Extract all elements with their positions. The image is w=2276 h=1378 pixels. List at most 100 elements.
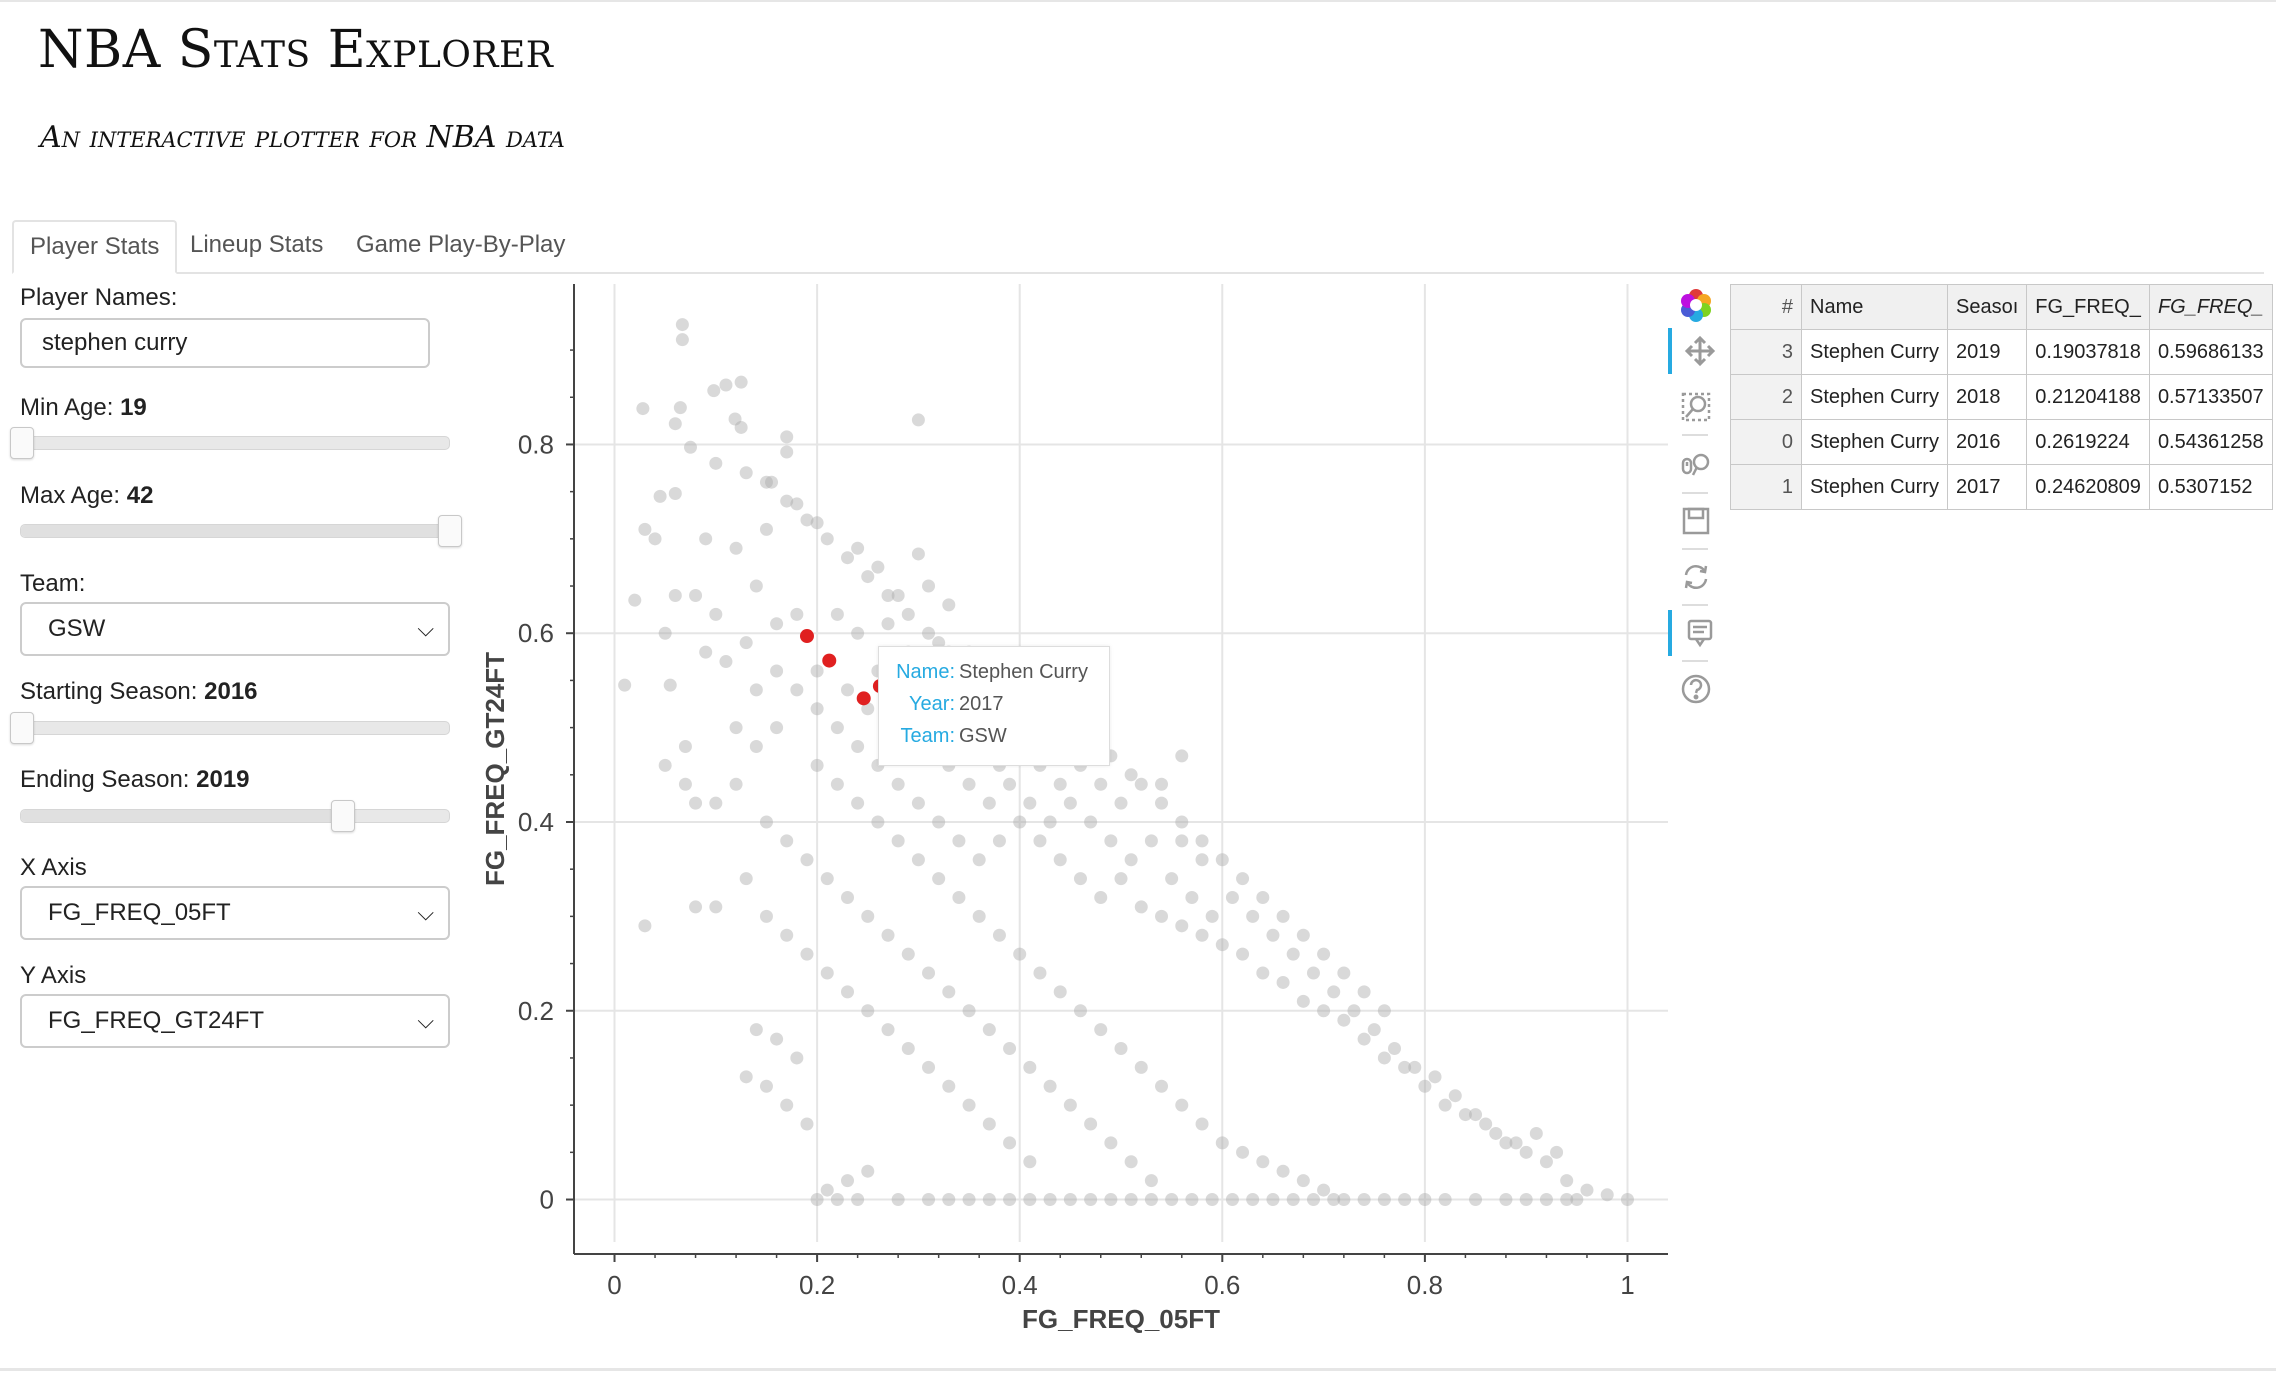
col-name-header[interactable]: Name [1801,284,1948,330]
highlighted-point[interactable] [856,691,871,706]
toolbar-divider [1682,492,1708,494]
data-point [638,522,652,536]
ending-season-slider-fill [21,810,342,822]
bokeh-logo-icon[interactable] [1668,282,1724,328]
table-row[interactable]: 3 Stephen Curry 2019 0.19037818 0.596861… [1730,329,2273,375]
hover-icon[interactable] [1668,610,1728,656]
tab-lineup-stats[interactable]: Lineup Stats [190,231,324,258]
data-point [1236,1145,1250,1159]
col-fg-freq-05ft-header[interactable]: FG_FREQ_ [2026,284,2150,330]
tooltip-year-key: Year: [909,693,955,715]
y-axis-select[interactable]: FG_FREQ_GT24FT ⌵ [20,994,450,1048]
starting-season-slider[interactable] [10,712,450,744]
data-point [1539,1193,1553,1207]
cell-fg-freq-gt24ft: 0.5307152 [2148,464,2273,510]
y-axis-ticks: 0 0.2 0.4 0.6 0.8 [518,349,574,1215]
data-point [1063,796,1077,810]
x-tick-label: 1 [1620,1270,1634,1300]
data-point [881,928,895,942]
data-point [1104,1136,1118,1150]
data-point [759,475,773,489]
min-age-slider[interactable] [10,427,450,459]
cell-season: 2016 [1946,419,2028,465]
data-point [1205,1193,1219,1207]
data-point [1073,872,1087,886]
table-row[interactable]: 0 Stephen Curry 2016 0.2619224 0.5436125… [1730,419,2273,465]
data-point [648,532,662,546]
data-point [729,541,743,555]
max-age-label: Max Age: 42 [20,482,153,510]
data-point [790,683,804,697]
data-point [1570,1193,1584,1207]
min-age-slider-handle[interactable] [10,427,34,459]
data-point [982,796,996,810]
highlighted-point[interactable] [799,629,814,644]
data-point [820,532,834,546]
data-point [1023,1193,1037,1207]
highlighted-point[interactable] [822,653,837,668]
data-point [739,466,753,480]
data-point [728,412,742,426]
x-tick-label: 0.4 [1002,1270,1038,1300]
data-point [1438,1098,1452,1112]
reset-icon[interactable] [1668,554,1724,600]
data-point [1469,1193,1483,1207]
table-row[interactable]: 2 Stephen Curry 2018 0.21204188 0.571335… [1730,374,2273,420]
data-point [1519,1193,1533,1207]
data-point [1124,1193,1138,1207]
data-point [932,636,946,650]
col-index-header[interactable]: # [1730,284,1802,330]
data-point [1155,909,1169,923]
pan-icon[interactable] [1668,328,1728,374]
data-point [1155,777,1169,791]
max-age-slider[interactable] [20,515,462,547]
data-point [790,607,804,621]
data-point [1023,1155,1037,1169]
data-point [1337,1193,1351,1207]
data-point [1256,1155,1270,1169]
tab-player-stats[interactable]: Player Stats [12,220,178,274]
data-point [942,985,956,999]
data-point [675,318,689,332]
max-age-slider-handle[interactable] [438,515,462,547]
table-row[interactable]: 1 Stephen Curry 2017 0.24620809 0.530715… [1730,464,2273,510]
wheel-zoom-icon[interactable] [1668,442,1724,488]
tab-game-play-by-play[interactable]: Game Play-By-Play [356,231,566,258]
data-point [1560,1193,1574,1207]
data-point [1013,815,1027,829]
cell-name: Stephen Curry [1801,464,1948,510]
player-names-input[interactable]: stephen curry [20,318,430,368]
data-point [922,1060,936,1074]
data-point [1458,1108,1472,1122]
table-header-row: # Name Seasoı FG_FREQ_ FG_FREQ_ [1730,284,2273,330]
x-axis-select[interactable]: FG_FREQ_05FT ⌵ [20,886,450,940]
data-point [1600,1188,1614,1202]
data-point [830,1193,844,1207]
cell-season: 2019 [1946,329,2028,375]
col-fg-freq-gt24ft-header[interactable]: FG_FREQ_ [2148,284,2273,330]
save-icon[interactable] [1668,498,1724,544]
team-select[interactable]: GSW ⌵ [20,602,450,656]
data-point [678,739,692,753]
ending-season-slider[interactable] [20,800,450,832]
col-season-header[interactable]: Seasoı [1946,284,2028,330]
help-icon[interactable] [1668,666,1724,712]
ending-season-slider-handle[interactable] [331,800,355,832]
data-table: # Name Seasoı FG_FREQ_ FG_FREQ_ 3 Stephe… [1730,284,2273,510]
hover-tooltip: Name: Stephen Curry Year: 2017 Team: GSW [878,646,1110,766]
data-point [780,1098,794,1112]
data-point [1306,966,1320,980]
data-point [1003,1193,1017,1207]
data-point [658,758,672,772]
data-point [1094,1023,1108,1037]
data-point [992,928,1006,942]
data-point [638,919,652,933]
starting-season-slider-handle[interactable] [10,712,34,744]
data-point [810,1193,824,1207]
data-point [1124,1155,1138,1169]
data-point [628,593,642,607]
data-point [709,796,723,810]
data-point [942,598,956,612]
scatter-plot[interactable]: 0 0.2 0.4 0.6 0.8 1 0 0.2 0.4 0.6 0.8 FG_FREQ_05F… [470,280,1670,1340]
box-zoom-icon[interactable] [1668,384,1724,430]
